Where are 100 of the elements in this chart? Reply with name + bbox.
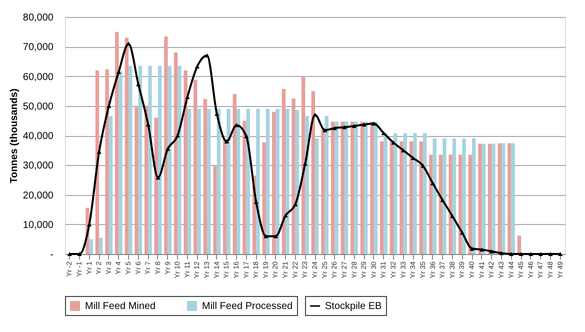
bar [498,143,502,254]
bar [232,94,236,254]
bar [482,144,486,254]
bar [350,122,354,254]
bar [187,108,192,254]
point [244,134,249,138]
bar [452,138,456,254]
bar [448,154,452,254]
y-tick-label: 30,000 [22,160,54,172]
point [146,122,151,127]
bar [124,38,129,254]
bar [390,141,394,254]
bar [442,138,446,254]
point [558,252,563,256]
bar [89,239,93,254]
bar [462,138,466,254]
point [116,70,122,74]
point [77,252,82,256]
bar [458,154,462,254]
bar [115,32,119,254]
bar [262,142,266,254]
bar [360,122,364,254]
legend-label: Mill Feed Mined [85,301,156,312]
bar [108,116,113,254]
bar [419,141,423,254]
bar [118,71,122,254]
point [175,133,180,138]
bar [302,76,306,254]
bar [174,52,178,254]
point [156,176,160,180]
bar [292,98,296,254]
bar [409,141,414,254]
bar [511,143,515,254]
point [528,252,534,256]
y-tick-label: 50,000 [22,101,54,112]
y-tick-label: 40,000 [22,131,54,142]
point [548,252,553,256]
bar [184,70,188,254]
bar [197,108,201,254]
bar [158,66,162,254]
bar [311,91,315,254]
point [204,53,210,58]
y-axis-title: Tonnes (thousands) [8,88,20,184]
bar [154,118,158,254]
point [440,198,445,202]
bar [478,144,482,254]
point [283,213,288,218]
bar [501,143,506,254]
bar [164,36,168,254]
bar [429,154,433,254]
bar [364,122,368,254]
bar [370,122,374,254]
bar [344,122,348,254]
point [224,139,230,144]
bar [272,112,276,254]
bar [517,236,522,254]
y-tick-label: 70,000 [22,42,54,54]
point [362,122,366,127]
point [322,128,328,132]
bar [488,144,492,254]
bar [321,130,325,254]
point [450,214,455,218]
bar [242,120,246,254]
bar [394,133,398,254]
bar [213,166,217,254]
bar [354,122,358,254]
bar [99,238,103,254]
bar [330,122,335,254]
point [479,248,484,252]
bar [438,154,443,254]
bar [324,116,328,254]
bar [374,122,378,254]
point [332,126,337,130]
y-tick-label: 60,000 [22,72,54,83]
legend-label: Stockpile EB [325,301,382,312]
bar [148,66,152,254]
bar [203,99,208,254]
bar [472,138,476,254]
point [352,124,357,128]
bar [226,108,230,254]
bar [295,110,300,254]
bar [413,133,417,254]
bar [128,66,132,254]
point [489,249,494,254]
bar [276,108,280,254]
point [538,252,544,256]
bar [138,66,142,254]
bar [315,138,319,254]
bar [380,141,384,254]
y-tick-label: 10,000 [22,220,54,231]
bar [207,108,211,254]
point [264,234,268,238]
point [499,251,504,256]
bar [492,144,496,254]
bar [340,122,344,254]
bar [223,139,227,254]
bar [282,88,286,254]
bar [256,108,260,254]
point [273,234,278,238]
bar [236,108,240,254]
